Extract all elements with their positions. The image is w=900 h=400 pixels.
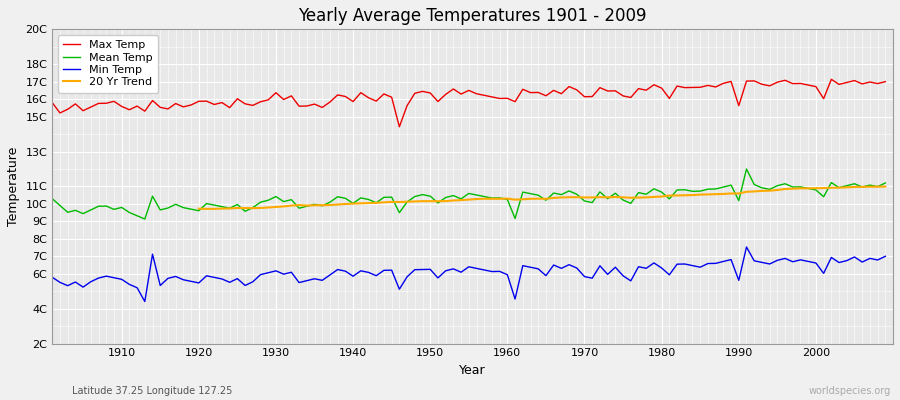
20 Yr Trend bbox=[788, 186, 798, 191]
Mean Temp bbox=[502, 197, 513, 202]
Max Temp bbox=[47, 100, 58, 105]
Max Temp bbox=[602, 88, 613, 93]
Max Temp bbox=[325, 100, 336, 104]
Max Temp bbox=[278, 97, 289, 102]
Title: Yearly Average Temperatures 1901 - 2009: Yearly Average Temperatures 1901 - 2009 bbox=[299, 7, 647, 25]
Mean Temp bbox=[286, 197, 297, 202]
Min Temp bbox=[109, 275, 120, 280]
Line: 20 Yr Trend: 20 Yr Trend bbox=[199, 186, 886, 209]
20 Yr Trend bbox=[194, 206, 204, 211]
Min Temp bbox=[602, 272, 613, 277]
20 Yr Trend bbox=[772, 188, 783, 192]
Mean Temp bbox=[880, 180, 891, 185]
Min Temp bbox=[502, 272, 513, 277]
Text: Latitude 37.25 Longitude 127.25: Latitude 37.25 Longitude 127.25 bbox=[72, 386, 232, 396]
Mean Temp bbox=[47, 196, 58, 201]
Min Temp bbox=[47, 275, 58, 280]
Mean Temp bbox=[741, 166, 751, 171]
20 Yr Trend bbox=[857, 184, 868, 189]
Mean Temp bbox=[140, 217, 150, 222]
Min Temp bbox=[509, 297, 520, 302]
Min Temp bbox=[880, 254, 891, 259]
Mean Temp bbox=[602, 196, 613, 201]
Min Temp bbox=[332, 267, 343, 272]
20 Yr Trend bbox=[201, 206, 212, 211]
Max Temp bbox=[880, 79, 891, 84]
Min Temp bbox=[741, 245, 751, 250]
20 Yr Trend bbox=[293, 203, 304, 208]
Max Temp bbox=[826, 77, 837, 82]
Min Temp bbox=[140, 299, 150, 304]
Mean Temp bbox=[332, 194, 343, 199]
Max Temp bbox=[502, 96, 513, 101]
Text: worldspecies.org: worldspecies.org bbox=[809, 386, 891, 396]
Line: Min Temp: Min Temp bbox=[52, 247, 886, 302]
Min Temp bbox=[286, 270, 297, 275]
20 Yr Trend bbox=[680, 193, 690, 198]
Y-axis label: Temperature: Temperature bbox=[7, 147, 20, 226]
20 Yr Trend bbox=[410, 199, 420, 204]
20 Yr Trend bbox=[880, 184, 891, 189]
Max Temp bbox=[109, 99, 120, 104]
Line: Max Temp: Max Temp bbox=[52, 79, 886, 127]
Max Temp bbox=[394, 124, 405, 129]
Legend: Max Temp, Mean Temp, Min Temp, 20 Yr Trend: Max Temp, Mean Temp, Min Temp, 20 Yr Tre… bbox=[58, 35, 158, 93]
Max Temp bbox=[509, 99, 520, 104]
X-axis label: Year: Year bbox=[459, 364, 486, 377]
Line: Mean Temp: Mean Temp bbox=[52, 169, 886, 219]
Mean Temp bbox=[109, 207, 120, 212]
Mean Temp bbox=[509, 216, 520, 221]
